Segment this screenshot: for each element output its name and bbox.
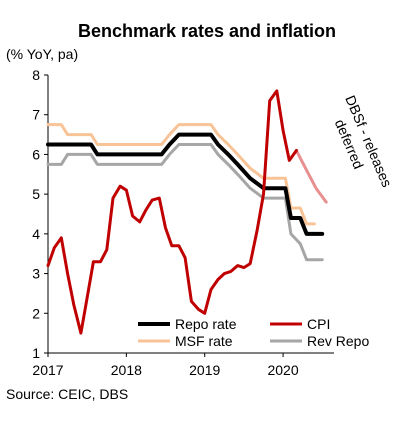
forecast-annotation: DBSf - releases deferred [332,93,395,190]
y-tick-label: 8 [32,67,40,83]
x-tick-label: 2018 [111,362,142,378]
series-layer [46,89,328,335]
y-axis-label: (% YoY, pa) [6,46,78,62]
series-line-msf [46,123,316,226]
x-tick-label: 2019 [189,362,220,378]
legend: Repo rate CPI MSF rate Rev Repo [138,316,369,349]
series-line-cpi [46,89,298,335]
axes: 1 2 3 4 5 6 7 8 2017 2018 2019 2020 [32,67,334,378]
legend-label: Rev Repo [307,333,369,349]
source-note: Source: CEIC, DBS [6,386,128,402]
y-tick-label: 4 [32,226,40,242]
x-tick-label: 2017 [32,362,63,378]
y-tick-label: 5 [32,186,40,202]
legend-label: CPI [307,316,330,332]
y-tick-label: 1 [32,345,40,361]
x-tick-label: 2020 [267,362,298,378]
chart-title: Benchmark rates and inflation [78,21,336,41]
legend-label: Repo rate [175,316,237,332]
series-line-cpi-forecast [294,149,328,204]
y-tick-label: 6 [32,146,40,162]
legend-label: MSF rate [175,333,233,349]
series-line-repo [46,132,325,236]
y-tick-label: 7 [32,107,40,123]
series-line-rev-repo [46,143,324,262]
y-tick-label: 2 [32,305,40,321]
y-tick-label: 3 [32,266,40,282]
